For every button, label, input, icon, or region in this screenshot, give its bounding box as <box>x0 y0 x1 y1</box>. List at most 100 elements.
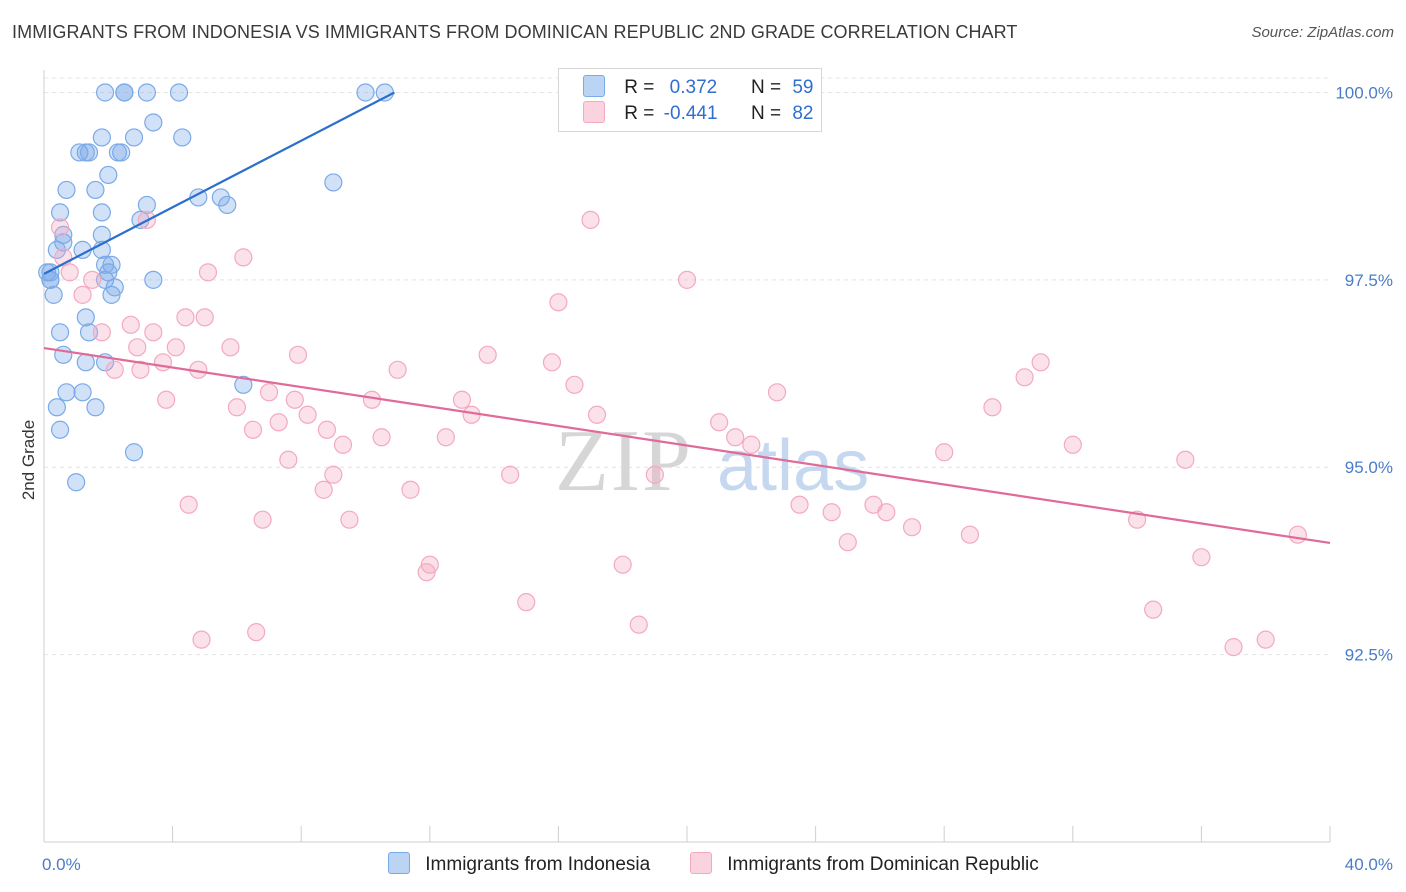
point-dominican <box>983 398 1002 417</box>
point-dominican <box>121 315 140 334</box>
point-indonesia <box>54 233 73 252</box>
x-tick-label: 40.0% <box>1345 855 1393 874</box>
point-dominican <box>417 563 436 582</box>
point-dominican <box>677 270 697 289</box>
point-dominican <box>1031 353 1050 372</box>
point-dominican <box>253 510 272 529</box>
point-indonesia <box>92 203 111 222</box>
point-dominican <box>279 450 298 469</box>
legend-row-indonesia: R = 0.372 N = 59 <box>583 75 813 99</box>
point-dominican <box>1015 368 1034 387</box>
point-dominican <box>50 218 70 237</box>
point-indonesia <box>79 323 99 342</box>
bottom-legend-dominican: Immigrants from Dominican Republic <box>690 852 1039 876</box>
point-dominican <box>153 353 173 372</box>
point-dominican <box>166 338 185 357</box>
point-dominican <box>517 593 536 612</box>
point-dominican <box>285 390 304 409</box>
trend-lines <box>43 91 1331 545</box>
series-dominican-points <box>50 210 1307 657</box>
point-indonesia <box>67 473 86 492</box>
legend-n-value: 82 <box>792 103 814 124</box>
x-tick-labels: 0.0% 40.0% <box>42 855 1393 874</box>
point-dominican <box>60 263 79 282</box>
point-dominican <box>838 533 857 552</box>
point-dominican <box>179 495 198 514</box>
point-indonesia <box>169 83 189 102</box>
legend-n-value: 59 <box>792 77 814 98</box>
point-dominican <box>243 420 263 439</box>
point-indonesia <box>50 323 70 342</box>
point-indonesia <box>44 285 63 304</box>
point-indonesia <box>95 270 115 289</box>
point-dominican <box>131 360 150 379</box>
point-indonesia <box>115 83 134 102</box>
point-dominican <box>198 263 218 282</box>
point-indonesia <box>95 83 115 102</box>
point-indonesia <box>50 203 70 222</box>
point-dominican <box>157 390 176 409</box>
y-tick-label: 92.5% <box>1345 646 1393 665</box>
point-dominican <box>1144 600 1163 619</box>
point-dominican <box>317 420 337 439</box>
point-dominican <box>452 390 472 409</box>
point-dominican <box>742 435 761 454</box>
point-dominican <box>73 285 92 304</box>
point-dominican <box>362 390 382 409</box>
point-indonesia <box>144 113 163 132</box>
y-tick-label: 95.0% <box>1345 458 1393 477</box>
y-tick-label: 97.5% <box>1345 271 1393 290</box>
point-dominican <box>645 465 664 484</box>
watermark-atlas: atlas <box>717 426 869 506</box>
point-dominican <box>83 270 102 289</box>
legend-r-value: 0.372 <box>669 77 718 98</box>
point-indonesia <box>99 165 118 185</box>
legend-r-label: R = <box>624 103 655 124</box>
point-dominican <box>542 353 562 372</box>
bottom-legend-indonesia: Immigrants from Indonesia <box>388 852 650 876</box>
point-indonesia <box>76 308 95 327</box>
legend-swatch-indonesia <box>583 75 605 97</box>
bottom-legend-label-dominican: Immigrants from Dominican Republic <box>727 854 1039 875</box>
point-indonesia <box>102 285 121 304</box>
grid-lines <box>44 77 1330 656</box>
point-dominican <box>436 428 455 447</box>
point-indonesia <box>124 128 144 147</box>
x-tick-label: 0.0% <box>42 855 81 874</box>
bottom-legend-label-indonesia: Immigrants from Indonesia <box>425 854 651 875</box>
point-indonesia <box>47 240 66 259</box>
legend-row-dominican: R = -0.441 N = 82 <box>583 101 813 125</box>
point-dominican <box>1192 548 1211 567</box>
point-dominican <box>710 413 729 432</box>
point-dominican <box>247 623 266 642</box>
trend-line-indonesia <box>43 91 395 275</box>
trend-line-dominican <box>43 346 1331 545</box>
point-dominican <box>790 495 809 514</box>
point-dominican <box>192 630 211 649</box>
point-dominican <box>314 480 333 499</box>
point-dominican <box>288 345 308 364</box>
point-dominican <box>333 435 353 454</box>
legend-r-label: R = <box>624 77 655 98</box>
point-dominican <box>1063 435 1082 454</box>
point-dominican <box>105 360 124 379</box>
point-dominican <box>613 555 632 574</box>
point-dominican <box>902 518 922 537</box>
point-indonesia <box>50 420 70 439</box>
point-dominican <box>1288 525 1307 544</box>
axes <box>43 70 1331 843</box>
point-indonesia <box>124 443 144 462</box>
point-indonesia <box>112 143 131 162</box>
point-indonesia <box>144 270 163 289</box>
point-dominican <box>935 443 954 462</box>
y-axis-label: 2nd Grade <box>19 420 38 500</box>
y-tick-labels: 100.0% 97.5% 95.0% 92.5% <box>1335 83 1393 664</box>
point-indonesia <box>57 383 76 402</box>
legend-n-label: N = <box>750 77 782 98</box>
point-dominican <box>388 360 407 379</box>
point-dominican <box>822 503 841 522</box>
point-dominican <box>1176 450 1195 469</box>
point-indonesia <box>356 83 375 102</box>
legend-n-label: N = <box>750 103 782 124</box>
series-indonesia-points <box>38 83 394 492</box>
